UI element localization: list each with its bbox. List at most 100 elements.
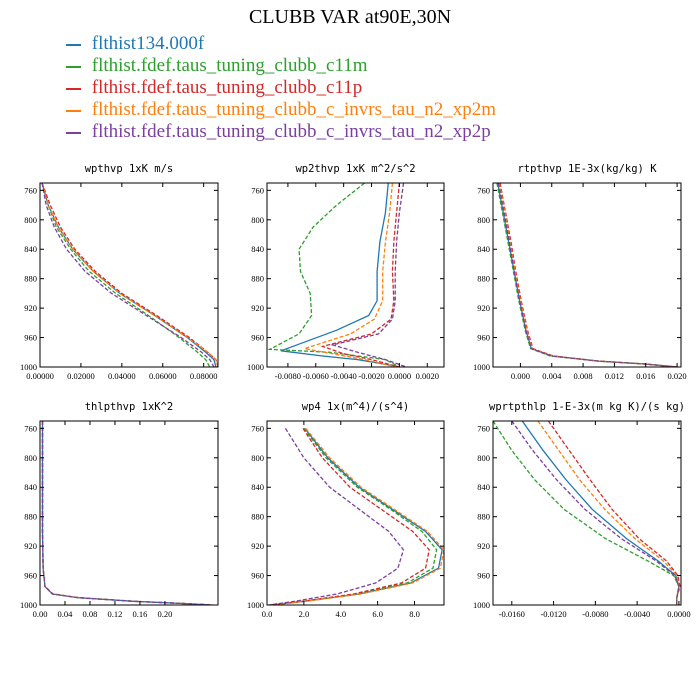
y-tick-label: 960 xyxy=(24,333,37,343)
panel: wprtpthlp 1-E-3x(m kg K)/(s kg) 760 800 840… xyxy=(473,401,691,619)
x-tick-label: -0.0020 xyxy=(358,371,384,381)
y-tick-label: 880 xyxy=(24,274,37,284)
y-tick-label: 880 xyxy=(477,512,490,522)
x-tick-label: 0.012 xyxy=(605,371,624,381)
panel-title: thlpthvp 1xK^2 xyxy=(85,401,174,413)
legend-label: flthist.fdef.taus_tuning_clubb_c11p xyxy=(91,77,363,98)
y-tick-label: 760 xyxy=(251,185,264,195)
plot-frame xyxy=(492,420,682,606)
y-tick-label: 800 xyxy=(24,453,37,463)
legend-entry: flthist.fdef.taus_tuning_clubb_c11m xyxy=(66,55,496,77)
y-tick-label: 760 xyxy=(24,423,37,433)
y-tick-label: 1000 xyxy=(247,362,264,372)
series-line xyxy=(280,183,400,367)
y-tick-label: 920 xyxy=(477,303,490,313)
series-line xyxy=(329,183,407,367)
x-tick-label: 0.016 xyxy=(636,371,655,381)
series-line xyxy=(41,421,214,605)
y-tick-label: 840 xyxy=(477,482,490,492)
x-tick-label: 0.12 xyxy=(108,609,123,619)
series-line xyxy=(521,421,680,605)
y-tick-label: 840 xyxy=(24,244,37,254)
x-tick-label: 4.0 xyxy=(335,609,346,619)
legend-swatch xyxy=(66,65,81,68)
panel-title: rtpthvp 1E-3x(kg/kg) K xyxy=(517,163,657,175)
series-line xyxy=(320,183,401,367)
y-tick-label: 800 xyxy=(251,215,264,225)
y-tick-label: 880 xyxy=(251,512,264,522)
series-line xyxy=(41,183,215,367)
panel: thlpthvp 1xK^2 760 800 840 880 920 960 10000.00… xyxy=(20,401,219,619)
x-tick-label: 0.00 xyxy=(33,609,48,619)
legend-swatch xyxy=(66,109,81,112)
series-line xyxy=(497,183,678,367)
series-line xyxy=(270,427,444,605)
series-line xyxy=(497,183,678,367)
series-line xyxy=(41,421,212,605)
x-tick-label: 0.08000 xyxy=(190,371,218,381)
y-tick-label: 1000 xyxy=(20,600,37,610)
series-line xyxy=(41,421,212,605)
x-tick-label: 0.04000 xyxy=(108,371,136,381)
y-tick-label: 960 xyxy=(251,333,264,343)
x-tick-label: 0.0000 xyxy=(667,609,690,619)
x-tick-label: -0.0080 xyxy=(582,609,608,619)
x-tick-label: 0.02000 xyxy=(67,371,95,381)
y-tick-label: 800 xyxy=(24,215,37,225)
x-tick-label: -0.0040 xyxy=(624,609,650,619)
panel-title: wp4 1x(m^4)/(s^4) xyxy=(302,401,409,413)
x-tick-label: -0.0120 xyxy=(540,609,566,619)
x-tick-label: 0.0 xyxy=(262,609,273,619)
x-tick-label: 0.0020 xyxy=(416,371,439,381)
x-tick-label: 0.004 xyxy=(542,371,562,381)
legend-swatch xyxy=(66,131,81,134)
x-tick-label: -0.0160 xyxy=(499,609,525,619)
legend-label: flthist.fdef.taus_tuning_clubb_c_invrs_t… xyxy=(91,99,496,120)
series-line xyxy=(511,421,680,605)
legend-label: flthist.fdef.taus_tuning_clubb_c_invrs_t… xyxy=(91,121,491,142)
legend-swatch xyxy=(66,43,81,46)
y-tick-label: 920 xyxy=(251,303,264,313)
panel-title: wpthvp 1xK m/s xyxy=(85,163,174,175)
x-tick-label: -0.0040 xyxy=(331,371,357,381)
y-tick-label: 920 xyxy=(24,541,37,551)
series-line xyxy=(267,183,400,367)
y-tick-label: 1000 xyxy=(473,600,490,610)
x-tick-label: 0.00000 xyxy=(26,371,54,381)
y-tick-label: 760 xyxy=(24,185,37,195)
figure-title: CLUBB VAR at90E,30N xyxy=(248,6,452,28)
y-tick-label: 920 xyxy=(251,541,264,551)
legend-entry: flthist.fdef.taus_tuning_clubb_c_invrs_t… xyxy=(66,99,496,121)
series-line xyxy=(498,183,678,367)
x-tick-label: 0.20 xyxy=(157,609,172,619)
series-line xyxy=(499,183,678,367)
y-tick-label: 880 xyxy=(24,512,37,522)
series-line xyxy=(41,421,212,605)
legend-entry: flthist134.000f xyxy=(66,33,496,55)
x-tick-label: 6.0 xyxy=(372,609,383,619)
y-tick-label: 840 xyxy=(251,244,264,254)
y-tick-label: 920 xyxy=(477,541,490,551)
y-tick-label: 1000 xyxy=(247,600,264,610)
x-tick-label: 0.16 xyxy=(132,609,147,619)
y-tick-label: 800 xyxy=(477,453,490,463)
x-tick-label: 0.08 xyxy=(83,609,98,619)
x-tick-label: 0.04 xyxy=(58,609,74,619)
panel: wp4 1x(m^4)/(s^4) 760 800 840 880 920 960 10000… xyxy=(247,401,445,619)
series-line xyxy=(41,421,213,605)
series-line xyxy=(496,183,678,367)
x-tick-label: 2.0 xyxy=(299,609,310,619)
y-tick-label: 840 xyxy=(24,482,37,492)
y-tick-label: 880 xyxy=(251,274,264,284)
y-tick-label: 760 xyxy=(477,185,490,195)
y-tick-label: 1000 xyxy=(20,362,37,372)
y-tick-label: 960 xyxy=(477,333,490,343)
plot-frame xyxy=(39,420,219,606)
x-tick-label: 8.0 xyxy=(409,609,420,619)
y-tick-label: 960 xyxy=(24,571,37,581)
y-tick-label: 960 xyxy=(477,571,490,581)
y-tick-label: 760 xyxy=(477,423,490,433)
legend-swatch xyxy=(66,87,81,90)
series-line xyxy=(41,183,211,367)
panel-title: wprtpthlp 1-E-3x(m kg K)/(s kg) xyxy=(489,401,685,413)
